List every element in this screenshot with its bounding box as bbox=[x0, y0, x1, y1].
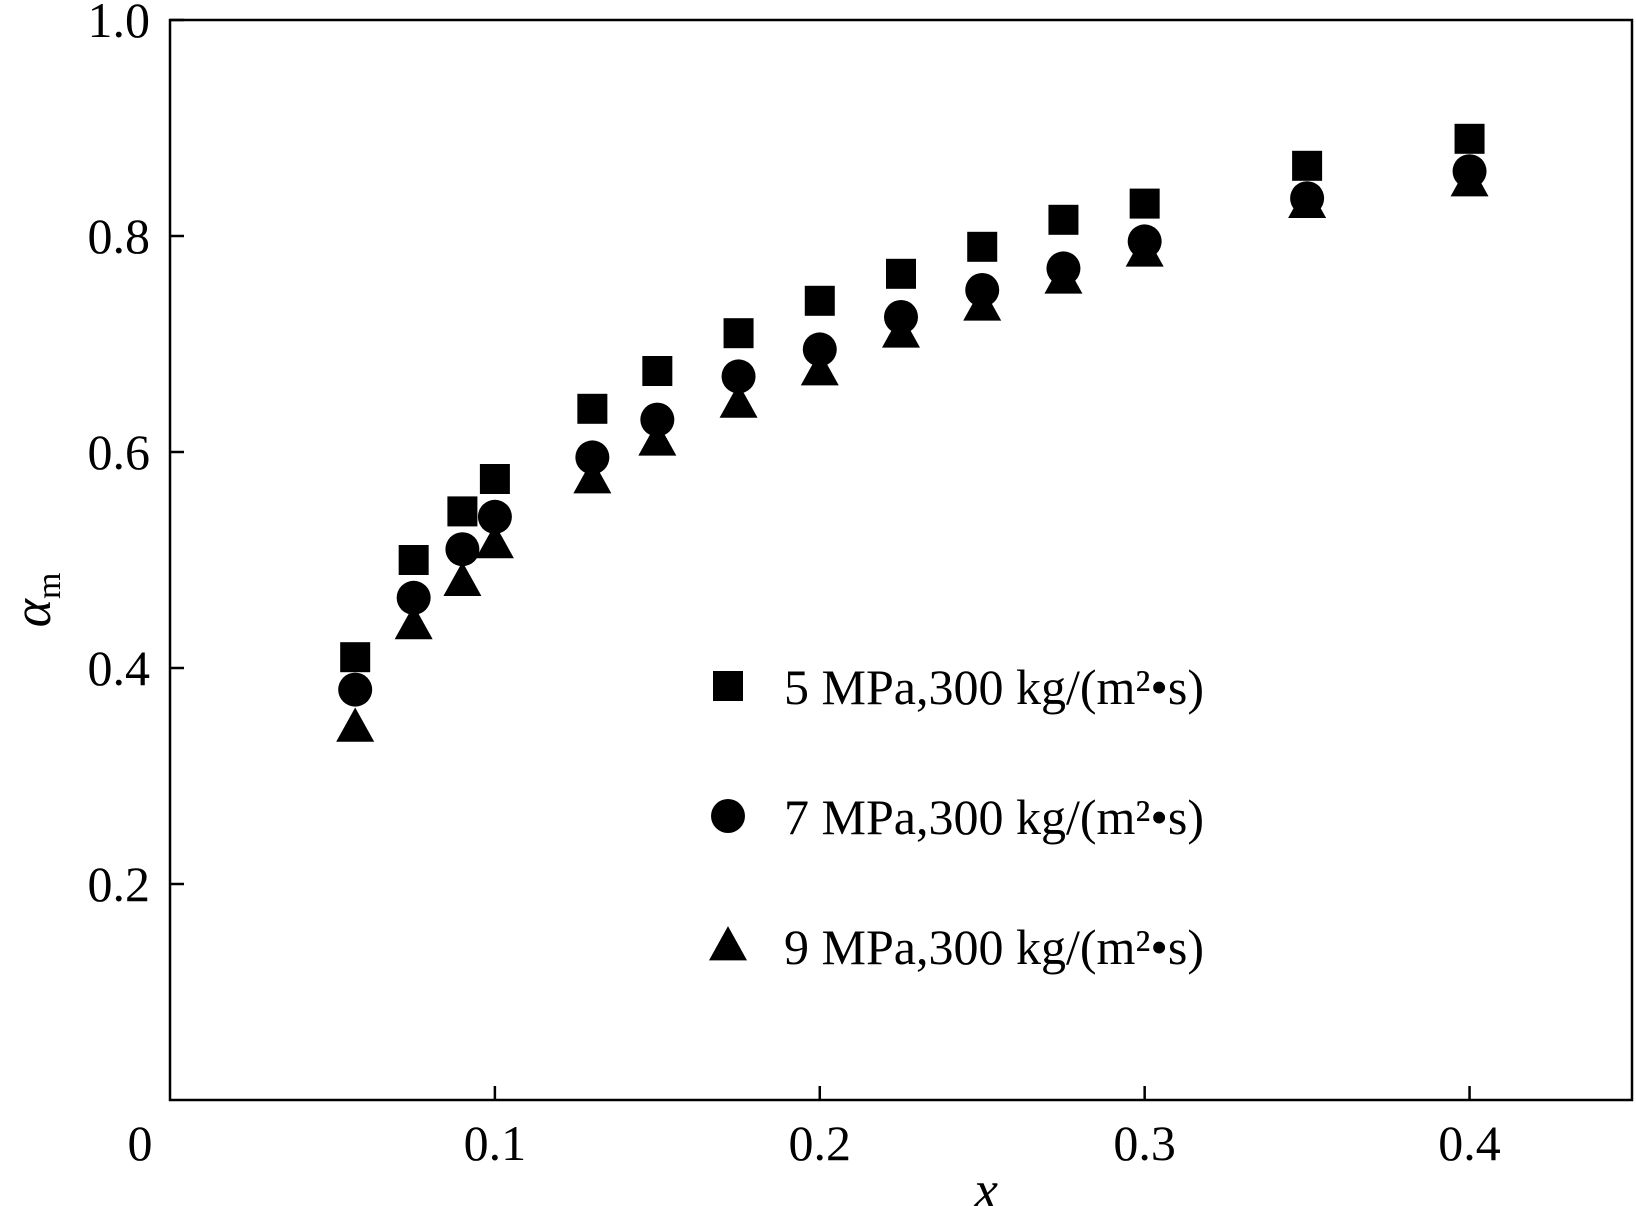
circle-data-point bbox=[575, 440, 610, 475]
series-triangle bbox=[336, 162, 1489, 742]
square-data-point bbox=[967, 231, 998, 262]
y-tick-label: 1.0 bbox=[88, 0, 151, 48]
y-axis-label-group: αm bbox=[2, 573, 68, 628]
square-data-point bbox=[577, 393, 608, 424]
triangle-data-point bbox=[443, 561, 482, 596]
x-tick-label: 0.1 bbox=[464, 1115, 527, 1171]
triangle-data-point bbox=[573, 459, 612, 494]
y-tick-label: 0.2 bbox=[88, 856, 151, 912]
square-data-point bbox=[886, 258, 916, 289]
series-square bbox=[340, 123, 1485, 673]
triangle-data-point bbox=[1450, 162, 1489, 197]
x-axis-label: x bbox=[973, 1160, 998, 1206]
triangle-data-point bbox=[475, 523, 514, 559]
legend-label: 9 MPa,300 kg/(m²•s) bbox=[784, 919, 1204, 975]
circle-data-point bbox=[338, 672, 373, 707]
circle-data-point bbox=[640, 402, 675, 437]
plot-frame bbox=[168, 18, 1634, 1102]
triangle-data-point bbox=[882, 313, 920, 348]
triangle-data-point bbox=[963, 286, 1002, 321]
circle-data-point bbox=[721, 359, 756, 394]
square-data-point bbox=[479, 464, 510, 494]
legend: 5 MPa,300 kg/(m²•s) 7 MPa,300 kg/(m²•s) 9 … bbox=[709, 659, 1204, 975]
triangle-data-point bbox=[394, 604, 433, 640]
y-tick-label: 0.4 bbox=[88, 640, 151, 696]
circle-data-point bbox=[445, 532, 480, 567]
legend-triangle-marker bbox=[709, 926, 747, 961]
y-tick-label: 0.8 bbox=[88, 208, 151, 264]
y-tick-label: 0.6 bbox=[88, 424, 151, 480]
square-data-point bbox=[1454, 123, 1485, 154]
x-tick-label: 0.3 bbox=[1113, 1115, 1176, 1171]
triangle-data-point bbox=[719, 383, 758, 418]
triangle-data-point bbox=[638, 421, 677, 456]
legend-label: 5 MPa,300 kg/(m²•s) bbox=[784, 659, 1204, 715]
square-data-point bbox=[642, 356, 673, 386]
circle-data-point bbox=[802, 332, 837, 367]
x-tick-label: 0.2 bbox=[789, 1115, 852, 1171]
triangle-data-point bbox=[800, 351, 839, 386]
x-tick-label: 0.4 bbox=[1438, 1115, 1501, 1171]
square-data-point bbox=[723, 318, 754, 349]
legend-square-marker bbox=[713, 671, 743, 701]
y-axis-label: αm bbox=[2, 573, 68, 628]
square-data-point bbox=[340, 642, 371, 673]
square-data-point bbox=[447, 496, 478, 527]
square-data-point bbox=[1129, 188, 1160, 219]
y-axis-label-main: α bbox=[2, 597, 62, 627]
triangle-data-point bbox=[1044, 259, 1083, 294]
x-axis-ticks: 0 0.1 0.2 0.3 0.4 bbox=[128, 1086, 1501, 1171]
data-points bbox=[336, 123, 1489, 742]
square-data-point bbox=[1292, 150, 1323, 181]
square-data-point bbox=[398, 545, 429, 575]
circle-data-point bbox=[396, 580, 431, 615]
x-tick-label: 0 bbox=[128, 1115, 153, 1171]
square-data-point bbox=[1048, 204, 1079, 235]
y-axis-ticks: 0.2 0.4 0.6 0.8 1.0 bbox=[88, 0, 184, 912]
legend-circle-marker bbox=[711, 799, 745, 833]
legend-label: 7 MPa,300 kg/(m²•s) bbox=[784, 789, 1204, 845]
circle-data-point bbox=[477, 499, 512, 534]
triangle-data-point bbox=[336, 707, 375, 742]
series-circle bbox=[338, 154, 1487, 707]
triangle-data-point bbox=[1125, 232, 1164, 267]
y-axis-label-subscript: m bbox=[31, 573, 68, 599]
square-data-point bbox=[804, 285, 835, 316]
triangle-data-point bbox=[1288, 183, 1327, 218]
